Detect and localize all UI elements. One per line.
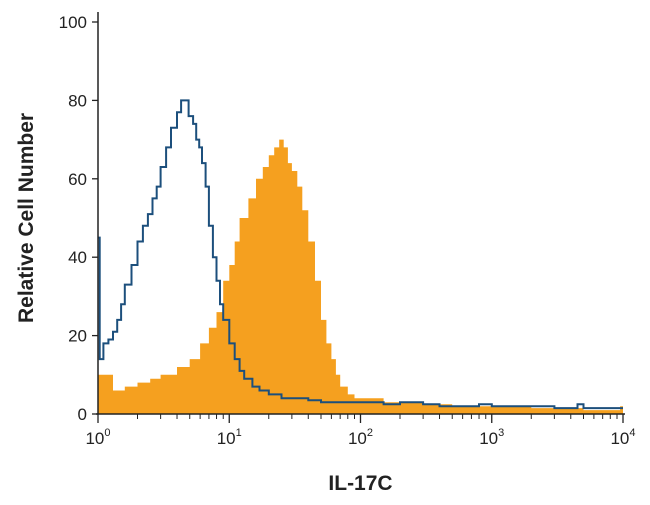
y-axis-title: Relative Cell Number <box>15 113 38 323</box>
series-layer <box>98 99 623 414</box>
x-axis-title: IL-17C <box>328 472 392 495</box>
x-axis-ticks: 100 101 102 103 104 <box>85 414 636 448</box>
x-tick-label: 100 <box>85 427 110 448</box>
y-tick-label: 80 <box>68 91 87 110</box>
x-tick-label: 103 <box>479 427 504 448</box>
y-axis-ticks: 0 20 40 60 80 100 <box>59 13 98 424</box>
x-tick-label: 102 <box>348 427 373 448</box>
y-tick-label: 60 <box>68 170 87 189</box>
filled-histogram <box>98 139 623 414</box>
outline-histogram <box>98 99 623 410</box>
y-tick-label: 20 <box>68 327 87 346</box>
y-tick-label: 0 <box>78 405 87 424</box>
axes-layer <box>96 12 625 415</box>
x-tick-label: 101 <box>217 427 242 448</box>
y-tick-label: 40 <box>68 248 87 267</box>
y-tick-label: 100 <box>59 13 87 32</box>
x-tick-label: 104 <box>610 427 635 448</box>
